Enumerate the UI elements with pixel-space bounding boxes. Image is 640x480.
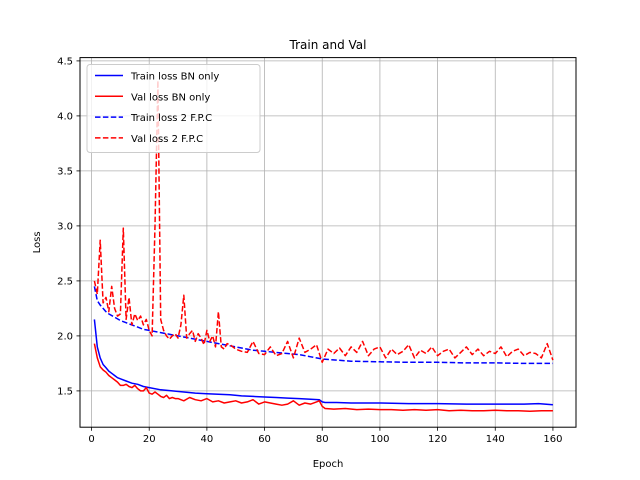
legend-label: Val loss BN only — [131, 92, 210, 103]
y-ticks: 1.5 2.0 2.5 3.0 3.5 4.0 4.5 — [57, 56, 80, 397]
x-tick-label: 0 — [88, 434, 94, 445]
y-tick-label: 3.0 — [57, 221, 73, 232]
series-line-3 — [93, 286, 553, 365]
legend-label: Train loss BN only — [130, 72, 219, 83]
axes-frame — [79, 57, 577, 428]
y-tick-label: 4.5 — [57, 56, 73, 67]
series-line-2 — [93, 343, 553, 413]
chart-title: Train and Val — [289, 38, 367, 52]
legend-label: Train loss 2 F.P.C — [130, 113, 212, 124]
legend-label: Val loss 2 F.P.C — [131, 134, 203, 145]
x-tick-label: 100 — [370, 434, 389, 445]
series-line-1 — [93, 319, 553, 406]
x-ticks: 0 20 40 60 80 100 120 140 160 — [88, 427, 562, 445]
plot-lines — [93, 79, 554, 413]
x-tick-label: 40 — [201, 434, 214, 445]
x-tick-label: 60 — [258, 434, 271, 445]
legend: Train loss BN only Val loss BN only Train … — [86, 64, 261, 153]
x-tick-label: 140 — [486, 434, 505, 445]
x-tick-label: 160 — [543, 434, 562, 445]
y-tick-label: 2.0 — [57, 331, 73, 342]
y-tick-label: 2.5 — [57, 276, 73, 287]
x-tick-label: 20 — [143, 434, 156, 445]
y-axis-label: Loss — [32, 231, 43, 253]
x-tick-label: 120 — [428, 434, 447, 445]
x-axis-label: Epoch — [313, 459, 344, 470]
series-line-4 — [93, 79, 554, 364]
x-tick-label: 80 — [316, 434, 329, 445]
y-tick-label: 4.0 — [57, 111, 73, 122]
y-tick-label: 3.5 — [57, 166, 73, 177]
legend-box — [86, 64, 261, 153]
y-tick-label: 1.5 — [57, 386, 73, 397]
